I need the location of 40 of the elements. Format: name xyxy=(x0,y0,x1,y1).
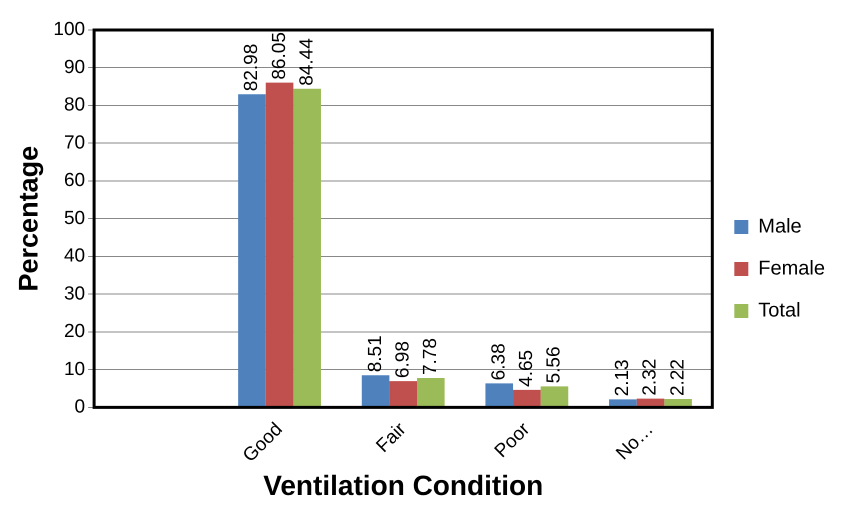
legend-label: Female xyxy=(758,258,826,280)
bar xyxy=(293,88,321,407)
y-tick-label: 100 xyxy=(53,19,86,40)
legend-label: Male xyxy=(758,216,802,238)
bar xyxy=(417,378,445,407)
y-tick-label: 20 xyxy=(64,321,86,342)
legend-label: Total xyxy=(758,300,801,322)
bar xyxy=(485,383,514,407)
bar xyxy=(636,398,664,407)
data-label: 2.13 xyxy=(612,359,634,396)
data-label: 2.32 xyxy=(640,358,661,396)
x-axis-title: Ventilation Condition xyxy=(263,470,544,501)
data-label: 5.56 xyxy=(544,346,565,384)
y-tick-label: 60 xyxy=(64,170,86,192)
data-label: 6.38 xyxy=(488,343,510,380)
y-axis-title: Percentage xyxy=(14,146,44,292)
data-label: 82.98 xyxy=(241,44,262,92)
y-tick-label: 90 xyxy=(64,56,86,78)
data-label: 8.51 xyxy=(364,335,386,372)
bar xyxy=(362,375,390,407)
bar xyxy=(513,390,541,407)
bar xyxy=(266,82,294,407)
x-tick-label: Fair xyxy=(372,418,411,457)
data-label: 4.65 xyxy=(516,350,538,387)
data-label: 2.22 xyxy=(667,359,688,396)
data-label: 86.05 xyxy=(268,32,290,80)
y-tick-label: 50 xyxy=(64,208,86,229)
x-tick-label: No… xyxy=(612,418,658,464)
y-tick-label: 80 xyxy=(64,94,86,116)
y-tick-label: 40 xyxy=(64,246,86,267)
bar xyxy=(238,94,266,407)
data-label: 6.98 xyxy=(392,341,414,378)
y-tick-label: 30 xyxy=(64,283,86,304)
data-label: 84.44 xyxy=(296,38,318,86)
bar xyxy=(540,386,568,407)
data-label: 7.78 xyxy=(420,338,442,376)
y-tick-label: 10 xyxy=(64,358,86,380)
bar xyxy=(389,381,418,407)
y-tick-label: 0 xyxy=(74,396,86,418)
y-tick-label: 70 xyxy=(64,132,86,154)
